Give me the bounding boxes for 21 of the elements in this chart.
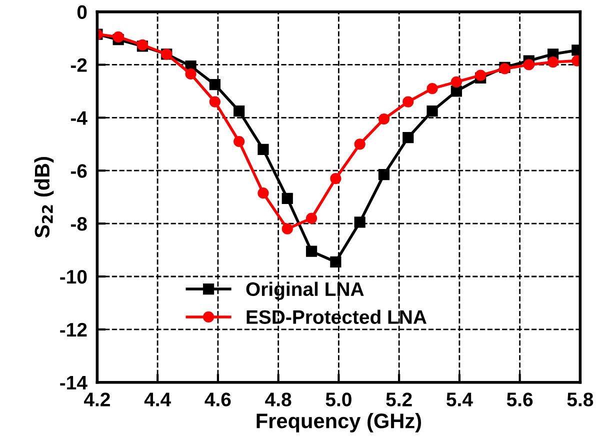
- y-tick-label: 0: [77, 5, 87, 20]
- y-tick-label: -12: [60, 322, 87, 336]
- x-tick-label: 5.6: [506, 392, 533, 406]
- y-tick-label: -6: [70, 164, 87, 178]
- x-tick-label: 4.4: [144, 392, 171, 406]
- x-tick-label: 5.0: [326, 392, 352, 406]
- legend-label: Original LNA: [246, 282, 364, 300]
- x-tick-label: 4.2: [84, 392, 110, 406]
- x-tick-label: 5.2: [386, 392, 412, 406]
- legend-label: ESD-Protected LNA: [246, 310, 426, 324]
- y-tick-label: -2: [70, 58, 87, 72]
- y-tick-label: -10: [60, 270, 87, 284]
- x-axis-title: Frequency (GHz): [256, 413, 422, 432]
- y-tick-label: -14: [60, 376, 88, 390]
- x-tick-label: 5.4: [446, 392, 473, 406]
- y-axis-title: S$_{22}$ (dB): [34, 156, 54, 238]
- x-tick-label: 4.6: [204, 392, 231, 406]
- x-tick-label: 5.8: [567, 392, 594, 406]
- y-tick-label: -8: [70, 217, 87, 231]
- y-tick-label: -4: [70, 111, 88, 125]
- x-tick-label: 4.8: [265, 392, 292, 406]
